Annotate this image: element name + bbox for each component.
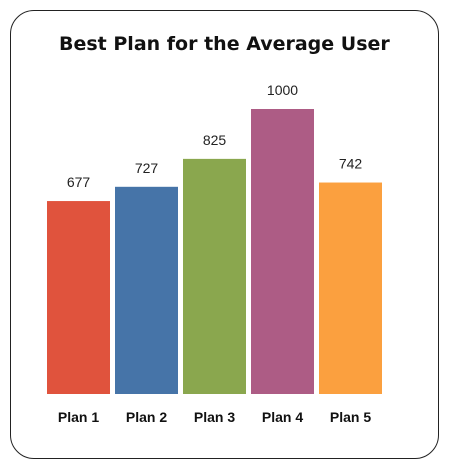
bar-plan-5 [319, 182, 382, 394]
value-label-plan-4: 1000 [267, 82, 298, 98]
value-label-plan-5: 742 [339, 156, 363, 172]
value-label-plan-3: 825 [203, 132, 227, 148]
bar-plan-1 [47, 201, 110, 394]
value-label-plan-2: 727 [135, 160, 159, 176]
category-label-plan-4: Plan 4 [262, 409, 303, 425]
chart-title: Best Plan for the Average User [59, 33, 390, 55]
category-label-plan-3: Plan 3 [194, 409, 235, 425]
bar-plan-4 [251, 109, 314, 394]
value-label-plan-1: 677 [67, 174, 91, 190]
bar-plan-3 [183, 158, 246, 394]
bar-plan-2 [115, 186, 178, 394]
category-label-plan-1: Plan 1 [58, 409, 99, 425]
category-label-plan-5: Plan 5 [330, 409, 371, 425]
category-label-plan-2: Plan 2 [126, 409, 167, 425]
